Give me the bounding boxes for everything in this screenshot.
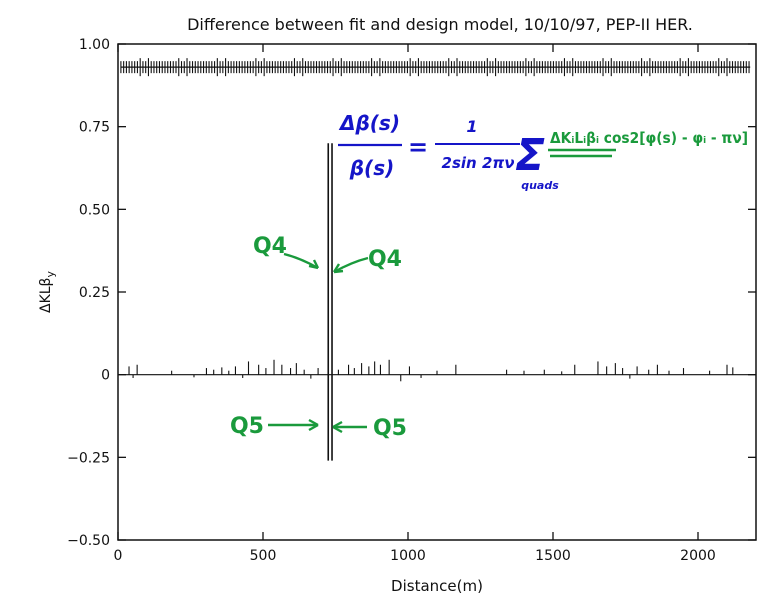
x-tick-label: 500	[250, 548, 277, 564]
q5-right-label: Q5	[373, 416, 407, 441]
q4-left-arrowhead	[308, 259, 320, 270]
q5-left-arrowhead	[308, 418, 319, 432]
y-tick-label: −0.25	[67, 450, 110, 466]
x-axis-label: Distance(m)	[391, 577, 483, 595]
lattice-band	[120, 58, 751, 77]
chart-title: Difference between fit and design model,…	[187, 15, 693, 34]
plot-frame	[117, 43, 757, 541]
y-axis: −0.50 −0.25 0 0.25 0.50 0.75 1.00	[67, 37, 756, 549]
x-tick-label: 1500	[535, 548, 571, 564]
y-axis-label-subscript: y	[44, 271, 57, 278]
q5-right-arrowhead	[332, 420, 343, 434]
y-tick-label: 0	[101, 368, 110, 384]
q4-right-arrowhead	[332, 263, 344, 274]
x-tick-label: 2000	[680, 548, 716, 564]
formula-lhs-numerator: Δβ(s)	[338, 111, 400, 135]
y-tick-label: 0.50	[79, 202, 110, 218]
svg-text:ΔKLβy: ΔKLβy	[38, 271, 57, 314]
y-tick-label: 0.75	[79, 120, 110, 136]
baseline-series	[118, 359, 756, 382]
x-tick-label: 1000	[390, 548, 426, 564]
formula-equals: =	[408, 133, 428, 161]
formula-sum-subscript: quads	[521, 179, 559, 192]
x-tick-label: 0	[114, 548, 123, 564]
formula-rhs-denominator: 2sin 2πν	[442, 154, 515, 172]
y-axis-label-group: ΔKLβy	[38, 271, 57, 314]
q5-left-label: Q5	[230, 414, 264, 439]
x-axis: 0 500 1000 1500 2000	[114, 44, 716, 564]
y-axis-label: ΔKLβ	[38, 278, 54, 314]
main-spikes	[327, 143, 333, 461]
formula-annotation: Δβ(s) β(s) = 1 2sin 2πν Σ quads ΔKᵢLᵢβᵢ …	[338, 111, 748, 192]
formula-sum-term: ΔKᵢLᵢβᵢ cos2[φ(s) - φᵢ - πν]	[550, 129, 748, 147]
formula-lhs-denominator: β(s)	[349, 156, 395, 180]
y-tick-label: −0.50	[67, 533, 110, 549]
y-tick-label: 1.00	[79, 37, 110, 53]
formula-sigma: Σ	[515, 130, 545, 181]
y-tick-label: 0.25	[79, 285, 110, 301]
q4-right-arrow	[333, 256, 369, 274]
q4-right-label: Q4	[368, 247, 402, 272]
quad-annotations: Q4 Q4 Q5 Q5	[230, 234, 407, 441]
q4-left-label: Q4	[253, 234, 287, 259]
formula-rhs-numerator: 1	[466, 117, 477, 136]
